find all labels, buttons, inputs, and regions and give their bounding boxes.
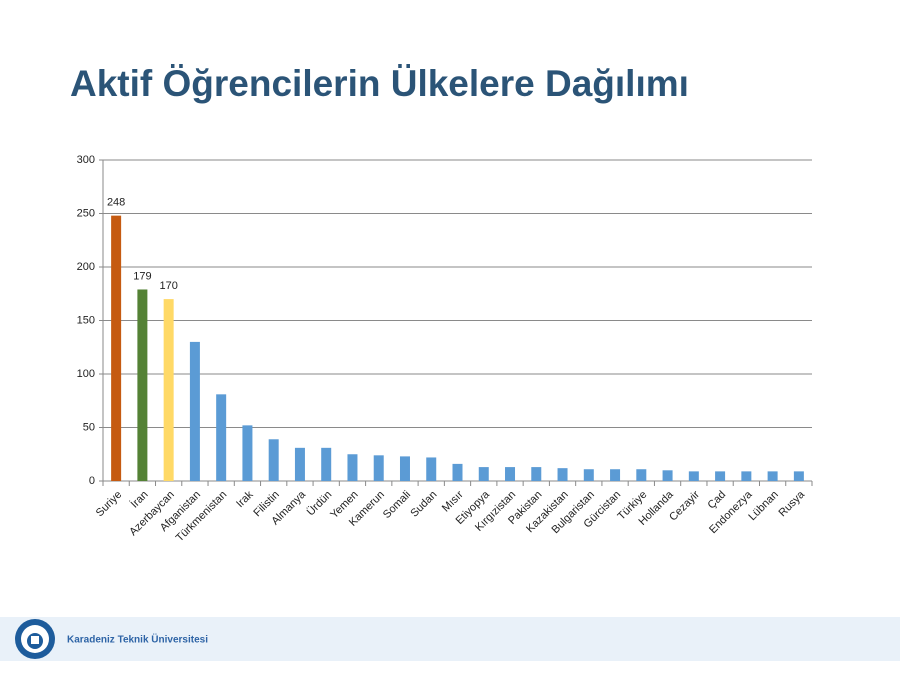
y-tick-label: 0 (89, 475, 95, 487)
institution-name: Karadeniz Teknik Üniversitesi (67, 633, 208, 646)
x-tick-label: Suriye (94, 489, 125, 520)
value-label: 248 (107, 197, 125, 209)
logo (15, 619, 55, 659)
y-tick-label: 100 (77, 368, 95, 380)
x-tick-label: İran (128, 488, 151, 511)
bar (557, 468, 568, 481)
bar (189, 341, 200, 481)
bar (688, 471, 699, 481)
y-tick-label: 300 (77, 154, 95, 166)
x-tick-label: Irak (234, 488, 256, 510)
bar (242, 425, 253, 481)
value-label: 179 (133, 270, 151, 282)
x-tick-label: Cezayir (667, 488, 702, 523)
y-tick-label: 200 (77, 261, 95, 273)
x-tick-label: Sudan (408, 489, 439, 520)
bar (163, 299, 174, 481)
bar (531, 467, 542, 481)
bar (321, 447, 332, 481)
bar (662, 470, 673, 481)
bar (610, 469, 621, 481)
y-tick-label: 250 (77, 207, 95, 219)
chart-title: Aktif Öğrencilerin Ülkelere Dağılımı (70, 63, 689, 104)
bar (426, 457, 437, 481)
bar (347, 454, 358, 481)
bar (137, 289, 148, 481)
bar (715, 471, 726, 481)
bar (216, 394, 227, 481)
footer-band (0, 617, 900, 661)
x-tick-label: Çad (706, 489, 729, 512)
x-tick-label: Rusya (777, 488, 808, 519)
value-label: 170 (159, 280, 177, 292)
bar (636, 469, 647, 481)
bar (478, 467, 489, 481)
bar (793, 471, 804, 481)
bar (767, 471, 778, 481)
bar (505, 467, 516, 481)
bar (399, 456, 410, 481)
bar (268, 439, 279, 481)
bar (741, 471, 752, 481)
bar (583, 469, 594, 481)
y-tick-label: 50 (83, 421, 95, 433)
x-tick-label: Somali (381, 489, 413, 521)
x-tick-label: Lübnan (746, 489, 780, 523)
bar (294, 447, 305, 481)
bar (452, 463, 463, 481)
bar (373, 455, 384, 481)
bar (111, 215, 122, 481)
y-tick-label: 150 (77, 314, 95, 326)
